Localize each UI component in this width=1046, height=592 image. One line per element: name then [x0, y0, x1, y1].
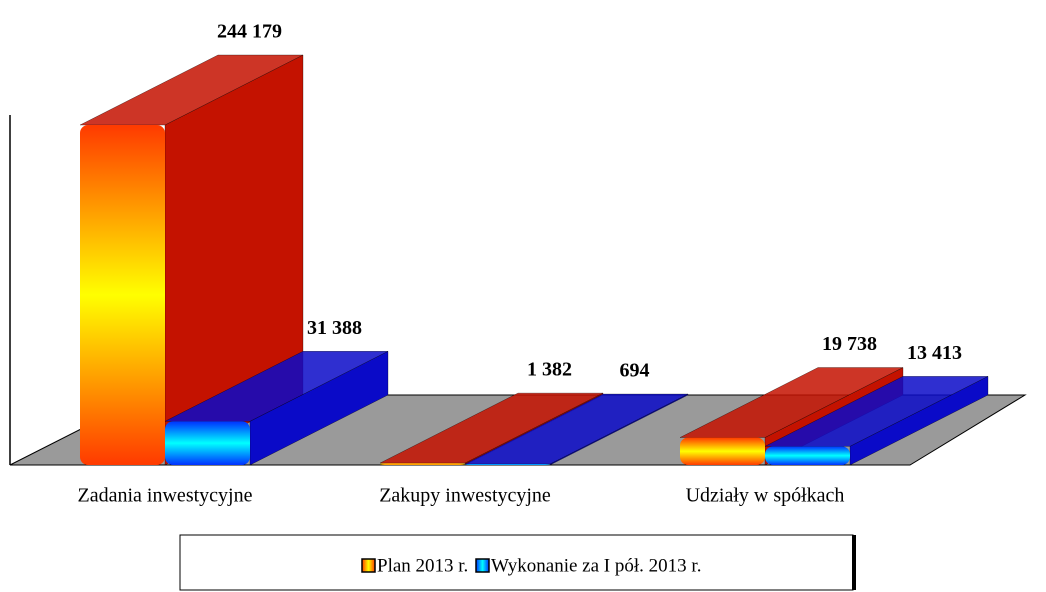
x-tick-label: Udziały w spółkach — [686, 485, 845, 507]
bar-front — [80, 125, 165, 465]
legend-label: Wykonanie za I pół. 2013 r. — [491, 555, 701, 576]
legend-swatch — [361, 558, 376, 573]
legend-swatch — [475, 558, 490, 573]
legend-label: Plan 2013 r. — [377, 555, 468, 576]
bar-front — [765, 446, 850, 465]
value-label: 13 413 — [907, 342, 962, 364]
bar-front — [465, 464, 550, 466]
bar-front — [165, 421, 250, 465]
value-label: 244 179 — [217, 21, 282, 43]
legend-box — [179, 534, 854, 591]
bars — [79, 54, 989, 466]
bar-front — [380, 463, 465, 465]
value-label: 19 738 — [822, 333, 877, 355]
value-label: 1 382 — [527, 359, 572, 381]
x-tick-label: Zakupy inwestycyjne — [379, 485, 551, 507]
x-tick-label: Zadania inwestycyjne — [78, 485, 253, 507]
legend: Plan 2013 r. Wykonanie za I pół. 2013 r. — [361, 555, 701, 576]
bar-front — [680, 437, 765, 465]
value-label: 694 — [619, 360, 649, 382]
value-label: 31 388 — [307, 317, 362, 339]
